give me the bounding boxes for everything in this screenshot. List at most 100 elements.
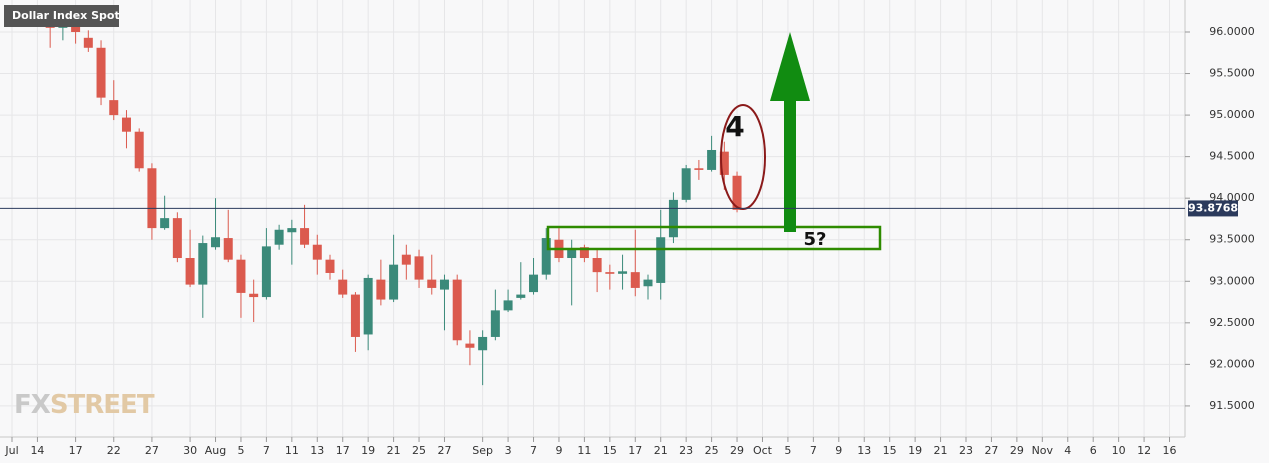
x-tick-label: Sep: [472, 444, 493, 457]
candle-body: [541, 238, 551, 275]
candle-body: [643, 279, 653, 287]
candle-body: [732, 175, 742, 210]
x-tick-label: 10: [1112, 444, 1126, 457]
candle-body: [83, 37, 93, 48]
candle-body: [223, 238, 233, 260]
candle-body: [236, 259, 246, 293]
x-tick-label: 29: [1010, 444, 1024, 457]
x-tick-label: 17: [69, 444, 83, 457]
wave-label: 5?: [804, 229, 827, 250]
candle-body: [71, 22, 81, 32]
x-tick-label: 11: [577, 444, 591, 457]
candle-body: [707, 149, 717, 170]
y-tick-label: 93.5000: [1209, 233, 1255, 246]
x-tick-label: 15: [883, 444, 897, 457]
candle-body: [185, 258, 195, 285]
support-box: [546, 225, 882, 251]
x-tick-label: 17: [336, 444, 350, 457]
candle-body: [414, 256, 424, 280]
x-tick-label: 19: [908, 444, 922, 457]
candle-body: [427, 279, 437, 288]
x-tick-label: 7: [263, 444, 270, 457]
x-tick-label: 14: [30, 444, 44, 457]
y-tick-label: 92.5000: [1209, 316, 1255, 329]
candle-body: [350, 294, 360, 337]
candle-body: [325, 259, 335, 273]
y-tick-label: 94.5000: [1209, 150, 1255, 163]
candle-body: [160, 218, 170, 229]
candle-body: [312, 244, 322, 260]
candle-body: [363, 277, 373, 335]
watermark-left: FX: [14, 390, 51, 420]
y-tick-label: 93.0000: [1209, 274, 1255, 287]
candle-body: [389, 264, 399, 300]
x-tick-label: 17: [628, 444, 642, 457]
candle-body: [452, 279, 462, 341]
wave-label: 4: [725, 110, 744, 143]
x-tick-label: 25: [705, 444, 719, 457]
x-tick-label: 29: [730, 444, 744, 457]
candle-body: [503, 300, 513, 311]
candle-body: [592, 258, 602, 273]
chart-title: Dollar Index Spot: [12, 9, 120, 22]
x-tick-label: Aug: [205, 444, 226, 457]
candle-body: [121, 117, 131, 132]
y-tick-label: 95.0000: [1209, 108, 1255, 121]
watermark: FXSTREET: [14, 390, 155, 420]
grid: [0, 0, 1185, 437]
title-box: [4, 5, 119, 27]
x-tick-label: 27: [145, 444, 159, 457]
candle-body: [172, 218, 182, 259]
x-tick-label: 27: [984, 444, 998, 457]
candle-body: [668, 199, 678, 238]
x-tick-label: 13: [857, 444, 871, 457]
y-tick-label: 91.5000: [1209, 399, 1255, 412]
candle-body: [516, 294, 526, 298]
wave-circle: [720, 104, 766, 210]
x-tick-label: 7: [530, 444, 537, 457]
x-tick-label: 12: [1137, 444, 1151, 457]
x-tick-label: 3: [505, 444, 512, 457]
candle-body: [618, 271, 628, 274]
x-tick-label: 13: [310, 444, 324, 457]
candle-body: [490, 310, 500, 337]
x-tick-label: Oct: [753, 444, 773, 457]
candle-body: [211, 237, 221, 248]
x-tick-label: 21: [654, 444, 668, 457]
candle-body: [579, 247, 589, 259]
candle-body: [465, 343, 475, 348]
x-tick-label: 6: [1090, 444, 1097, 457]
candle-body: [439, 279, 449, 290]
x-tick-label: 27: [437, 444, 451, 457]
x-tick-label: Nov: [1032, 444, 1054, 457]
x-tick-label: 19: [361, 444, 375, 457]
x-tick-label: 11: [285, 444, 299, 457]
candle-body: [261, 246, 271, 298]
x-tick-label: 23: [679, 444, 693, 457]
x-tick-label: 23: [959, 444, 973, 457]
up-arrow: [770, 32, 810, 232]
x-tick-label: 7: [810, 444, 817, 457]
y-tick-label: 95.5000: [1209, 67, 1255, 80]
candle-body: [567, 248, 577, 259]
y-tick-label: 96.0000: [1209, 25, 1255, 38]
candle-body: [376, 279, 386, 300]
candle-body: [134, 131, 144, 169]
candle-body: [147, 168, 157, 229]
x-tick-label: 9: [555, 444, 562, 457]
last-price-label: 93.8768: [1188, 201, 1238, 214]
candle-body: [605, 272, 615, 274]
candle-body: [694, 168, 704, 170]
candle-body: [681, 168, 691, 200]
x-tick-label: Jul: [4, 444, 18, 457]
candle-body: [198, 243, 208, 285]
x-tick-label: 16: [1163, 444, 1177, 457]
x-tick-label: 21: [934, 444, 948, 457]
candle-body: [287, 228, 297, 233]
x-tick-label: 25: [412, 444, 426, 457]
x-tick-label: 5: [784, 444, 791, 457]
x-tick-label: 4: [1064, 444, 1071, 457]
candle-body: [656, 237, 666, 283]
candle-body: [96, 47, 106, 98]
